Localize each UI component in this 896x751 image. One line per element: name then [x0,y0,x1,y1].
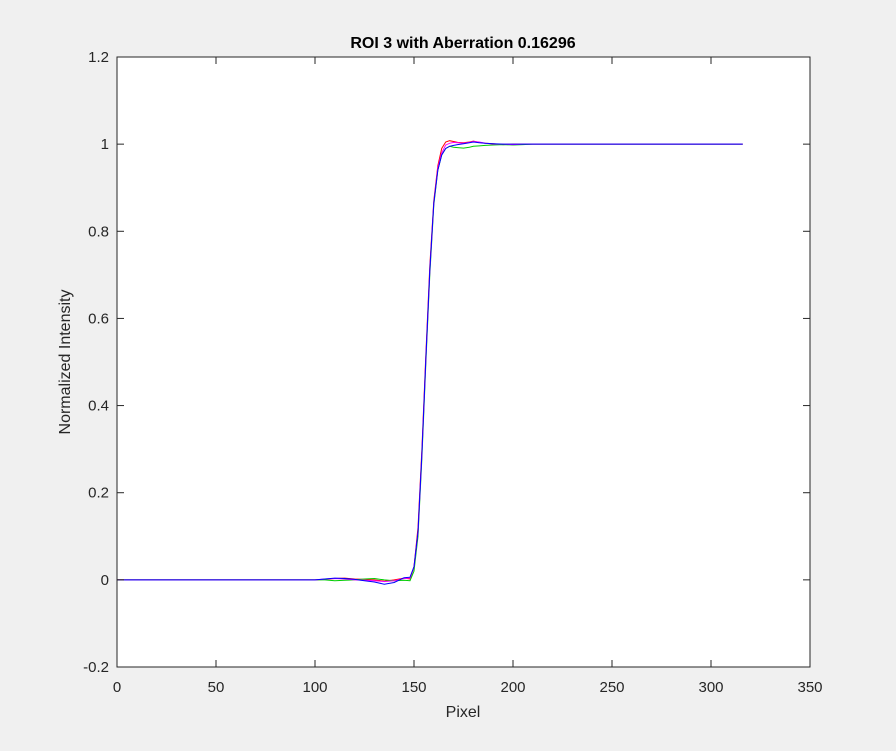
series-line-4 [117,141,743,585]
y-tick-label: -0.2 [83,659,109,676]
axes-box [116,56,811,668]
y-tick-label: 0.8 [88,223,109,240]
x-tick-label: 250 [599,679,624,696]
y-axis-label: Normalized Intensity [57,290,74,435]
y-tick-label: 0.2 [88,485,109,502]
x-axis-label: Pixel [446,704,481,721]
y-tick-label: 0 [101,572,109,589]
series-layer [117,140,743,585]
chart-title: ROI 3 with Aberration 0.16296 [350,35,575,52]
plot-area-background [117,57,810,667]
x-tick-label: 150 [401,679,426,696]
y-tick-label: 0.4 [88,398,109,415]
x-tick-label: 100 [302,679,327,696]
x-tick-label: 50 [208,679,225,696]
x-tick-label: 0 [113,679,121,696]
y-tick-label: 0.6 [88,310,109,327]
y-tick-label: 1 [101,136,109,153]
x-ticks: 0 50 100 150 200 250 300 350 [113,57,823,696]
x-tick-label: 300 [698,679,723,696]
x-tick-label: 200 [500,679,525,696]
y-ticks: -0.2 0 0.2 0.4 0.6 0.8 1 1.2 [83,49,810,676]
y-tick-label: 1.2 [88,49,109,66]
x-tick-label: 350 [797,679,822,696]
